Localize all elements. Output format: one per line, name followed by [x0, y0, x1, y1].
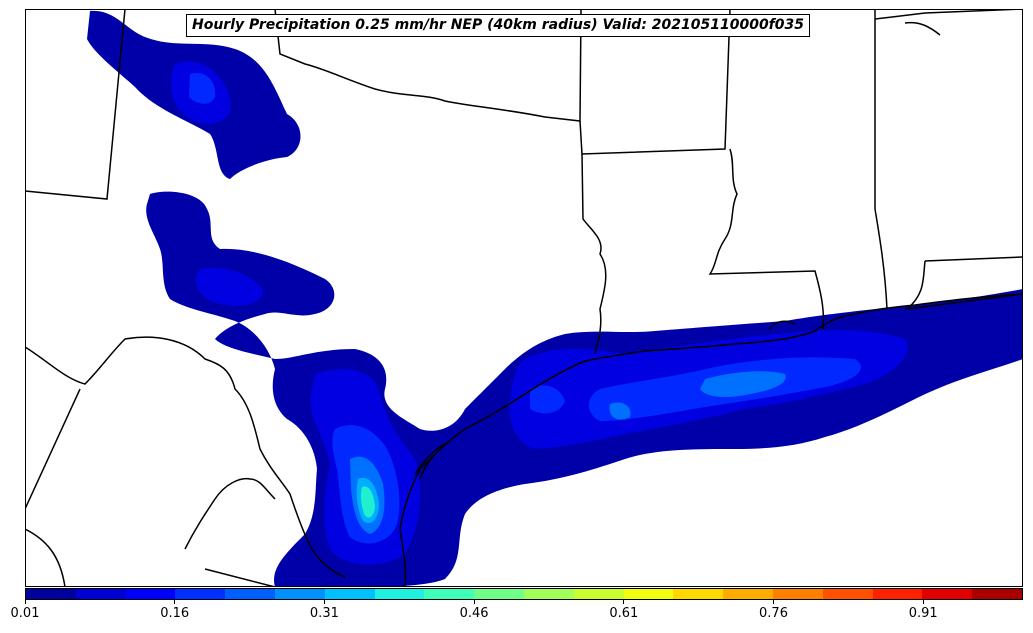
colorbar-tick-label: 0.76 — [759, 606, 788, 621]
colorbar-tick-label: 0.46 — [459, 606, 489, 621]
map-canvas — [25, 9, 1023, 587]
colorbar-tick-label: 0.31 — [309, 606, 339, 621]
map-panel — [25, 9, 1023, 587]
colorbar — [25, 588, 1023, 600]
colorbar-tick-label: 0.61 — [609, 606, 639, 621]
map-boundaries — [25, 9, 1023, 587]
colorbar-segment — [225, 589, 275, 599]
colorbar-segment — [673, 589, 724, 599]
colorbar-tick-label: 0.01 — [10, 606, 40, 621]
colorbar-tick — [623, 600, 625, 604]
colorbar-tick — [323, 600, 325, 604]
colorbar-segment — [175, 589, 226, 599]
colorbar-segment — [26, 589, 76, 599]
precip-level-6 — [360, 486, 375, 518]
colorbar-segment — [523, 589, 574, 599]
colorbar-tick — [473, 600, 475, 604]
colorbar-segment — [125, 589, 176, 599]
colorbar-tick — [773, 600, 774, 604]
colorbar-segment — [374, 589, 425, 599]
colorbar-segment — [822, 589, 873, 599]
colorbar-tick — [922, 600, 924, 604]
colorbar-segment — [623, 589, 674, 599]
colorbar-tick-label: 0.16 — [160, 606, 190, 621]
colorbar-segment — [922, 589, 973, 599]
colorbar-segment — [324, 589, 375, 599]
colorbar-segment — [474, 589, 524, 599]
colorbar-segment — [723, 589, 773, 599]
colorbar-segment — [573, 589, 624, 599]
colorbar-segment — [972, 589, 1022, 599]
colorbar-segment — [424, 589, 475, 599]
colorbar-segment — [872, 589, 923, 599]
colorbar-tick-label: 0.91 — [908, 606, 938, 621]
colorbar-segment — [274, 589, 325, 599]
colorbar-tick — [24, 600, 26, 604]
colorbar-segment — [772, 589, 823, 599]
colorbar-segment — [75, 589, 126, 599]
map-title: Hourly Precipitation 0.25 mm/hr NEP (40k… — [186, 14, 811, 37]
colorbar-tick — [174, 600, 176, 604]
